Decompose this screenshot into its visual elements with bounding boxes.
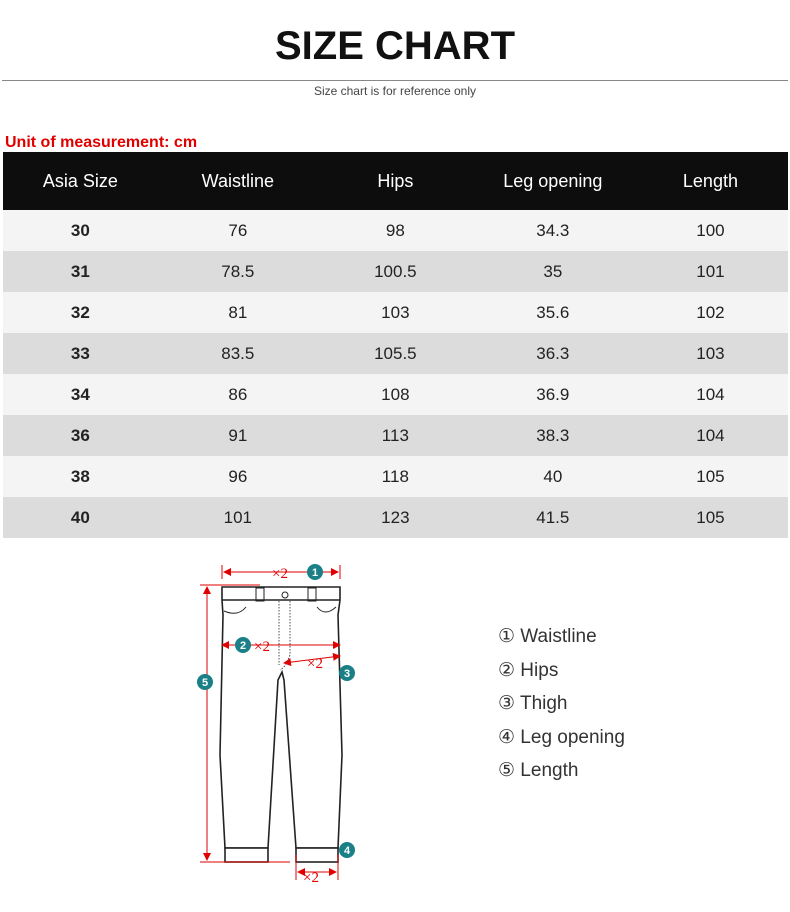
size-cell: 40 bbox=[3, 497, 158, 538]
header-cell: Leg opening bbox=[472, 152, 633, 210]
value-cell: 103 bbox=[632, 333, 788, 374]
value-cell: 104 bbox=[632, 374, 788, 415]
value-cell: 96 bbox=[157, 456, 318, 497]
marker-4-icon bbox=[339, 842, 355, 858]
size-cell: 36 bbox=[3, 415, 158, 456]
table-row: 40 101 123 41.5 105 bbox=[3, 497, 788, 538]
pants-diagram: ×2 ×2 ×2 ×2 1 2 3 4 5 bbox=[197, 564, 355, 886]
table-row: 33 83.5 105.5 36.3 103 bbox=[3, 333, 788, 374]
table-header: Asia Size Waistline Hips Leg opening Len… bbox=[3, 152, 788, 210]
table-row: 38 96 118 40 105 bbox=[3, 456, 788, 497]
marker-5-icon bbox=[197, 674, 213, 690]
value-cell: 104 bbox=[632, 415, 788, 456]
value-cell: 83.5 bbox=[157, 333, 318, 374]
multiplier-label: ×2 bbox=[307, 656, 323, 672]
value-cell: 35 bbox=[472, 251, 633, 292]
value-cell: 118 bbox=[317, 456, 473, 497]
value-cell: 36.3 bbox=[472, 333, 633, 374]
marker-label: 2 bbox=[240, 640, 246, 652]
header-cell: Length bbox=[632, 152, 788, 210]
value-cell: 105 bbox=[632, 497, 788, 538]
table-row: 32 81 103 35.6 102 bbox=[3, 292, 788, 333]
legend-item: ① Waistline bbox=[498, 626, 597, 647]
legend-item: ③ Thigh bbox=[498, 693, 568, 714]
value-cell: 108 bbox=[317, 374, 473, 415]
value-cell: 34.3 bbox=[472, 210, 633, 251]
header-cell: Asia Size bbox=[3, 152, 158, 210]
value-cell: 100.5 bbox=[317, 251, 473, 292]
value-cell: 100 bbox=[632, 210, 788, 251]
legend-item: ⑤ Length bbox=[498, 760, 579, 781]
value-cell: 91 bbox=[157, 415, 318, 456]
value-cell: 101 bbox=[157, 497, 318, 538]
size-cell: 31 bbox=[3, 251, 158, 292]
legend-item: ④ Leg opening bbox=[498, 726, 625, 748]
multiplier-label: ×2 bbox=[254, 639, 270, 655]
measurement-legend: ① Waistline ② Hips ③ Thigh ④ Leg opening… bbox=[498, 620, 625, 788]
marker-label: 4 bbox=[344, 845, 351, 857]
page-title: SIZE CHART bbox=[275, 24, 515, 68]
size-table: Asia Size Waistline Hips Leg opening Len… bbox=[3, 152, 788, 538]
table-row: 36 91 113 38.3 104 bbox=[3, 415, 788, 456]
table-row: 30 76 98 34.3 100 bbox=[3, 210, 788, 251]
subtitle: Size chart is for reference only bbox=[313, 84, 477, 98]
marker-label: 1 bbox=[312, 567, 318, 579]
header-cell: Waistline bbox=[157, 152, 318, 210]
legend-item: ② Hips bbox=[498, 659, 559, 681]
size-cell: 30 bbox=[3, 210, 158, 251]
marker-label: 5 bbox=[202, 677, 208, 689]
value-cell: 102 bbox=[632, 292, 788, 333]
marker-2-icon bbox=[235, 637, 251, 653]
value-cell: 98 bbox=[317, 210, 473, 251]
size-cell: 33 bbox=[3, 333, 158, 374]
pants-outline bbox=[219, 586, 343, 863]
value-cell: 41.5 bbox=[472, 497, 633, 538]
value-cell: 40 bbox=[472, 456, 633, 497]
value-cell: 105 bbox=[632, 456, 788, 497]
marker-3-icon bbox=[339, 665, 355, 681]
marker-1-icon bbox=[307, 564, 323, 580]
value-cell: 81 bbox=[157, 292, 318, 333]
value-cell: 86 bbox=[157, 374, 318, 415]
value-cell: 35.6 bbox=[472, 292, 633, 333]
table-row: 34 86 108 36.9 104 bbox=[3, 374, 788, 415]
size-cell: 38 bbox=[3, 456, 158, 497]
value-cell: 38.3 bbox=[472, 415, 633, 456]
value-cell: 113 bbox=[317, 415, 473, 456]
value-cell: 103 bbox=[317, 292, 473, 333]
value-cell: 36.9 bbox=[472, 374, 633, 415]
value-cell: 76 bbox=[157, 210, 318, 251]
multiplier-label: ×2 bbox=[272, 566, 288, 582]
marker-label: 3 bbox=[344, 668, 350, 680]
value-cell: 78.5 bbox=[157, 251, 318, 292]
size-cell: 34 bbox=[3, 374, 158, 415]
divider bbox=[2, 80, 788, 81]
value-cell: 123 bbox=[317, 497, 473, 538]
size-cell: 32 bbox=[3, 292, 158, 333]
value-cell: 105.5 bbox=[317, 333, 473, 374]
table-row: 31 78.5 100.5 35 101 bbox=[3, 251, 788, 292]
header-cell: Hips bbox=[317, 152, 473, 210]
value-cell: 101 bbox=[632, 251, 788, 292]
multiplier-label: ×2 bbox=[303, 870, 319, 886]
unit-label: Unit of measurement: cm bbox=[5, 134, 198, 151]
